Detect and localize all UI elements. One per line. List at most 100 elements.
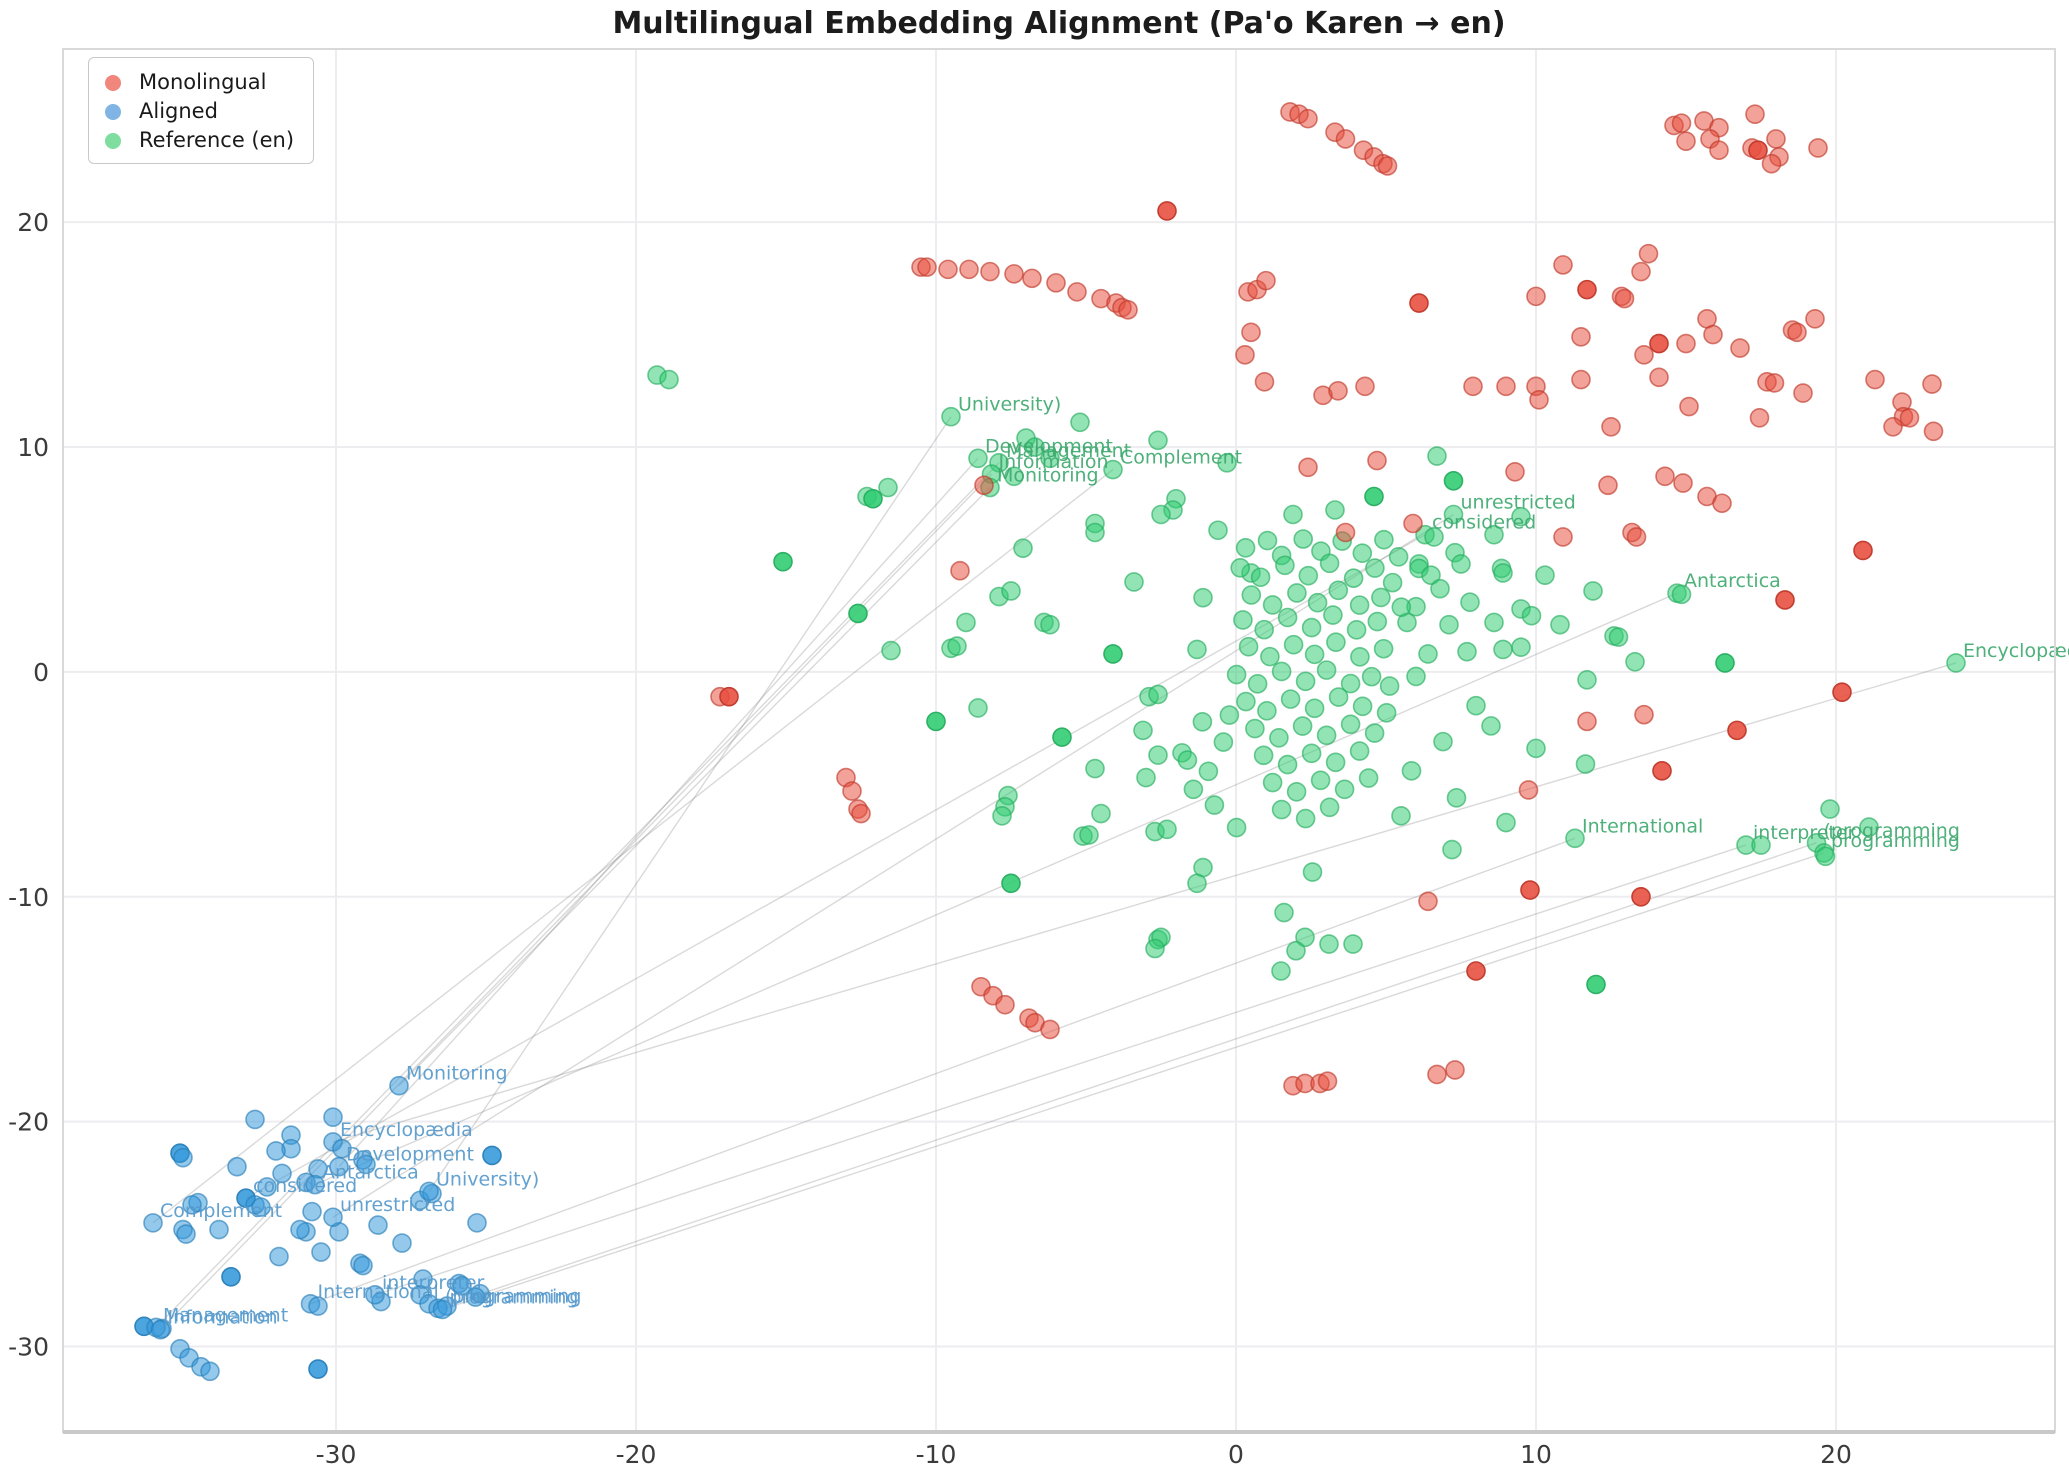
data-point-monolingual [1883, 416, 1903, 437]
point-label-reference: interpreter [1753, 822, 1856, 844]
data-point-reference-en [1193, 587, 1213, 608]
data-point-monolingual [1409, 293, 1429, 313]
data-point-reference-en [1235, 537, 1256, 558]
point-label-reference: Complement [1120, 447, 1242, 469]
data-point-aligned [200, 1361, 220, 1382]
alignment-line [310, 837, 1576, 1305]
data-point-reference-en [1457, 641, 1477, 662]
data-point-monolingual [1367, 450, 1387, 471]
data-point-reference-en [1496, 812, 1516, 833]
data-point-reference-en [1001, 581, 1021, 601]
data-point-monolingual [1793, 383, 1813, 403]
alignment-line [398, 487, 991, 1087]
point-label-aligned: Management [163, 1304, 288, 1326]
data-point-aligned [251, 1197, 271, 1217]
data-point-reference-en [1204, 795, 1225, 815]
data-point-reference-en [1302, 862, 1323, 882]
data-point-aligned [329, 1156, 349, 1177]
data-point-monolingual [980, 261, 1000, 282]
data-point-aligned [419, 1181, 439, 1202]
data-point-monolingual [1631, 261, 1651, 282]
data-point-aligned [368, 1215, 388, 1235]
data-point-reference-en [1493, 639, 1513, 660]
alignment-line [155, 462, 1000, 1328]
data-point-monolingual [1157, 201, 1177, 221]
data-point-aligned [311, 1242, 331, 1262]
data-point-reference-en [1859, 817, 1879, 837]
series-aligned [134, 1075, 502, 1382]
data-point-reference-en [1177, 750, 1198, 770]
data-point-reference-en [1287, 583, 1307, 603]
data-point-reference-en [1352, 543, 1373, 563]
point-label-reference: Information [999, 451, 1109, 473]
data-point-aligned [269, 1246, 289, 1267]
data-point-reference-en [878, 477, 898, 498]
data-point-monolingual [1335, 522, 1356, 543]
data-point-reference-en [1751, 835, 1771, 855]
data-point-reference-en [1295, 808, 1316, 829]
data-point-monolingual [1899, 407, 1920, 428]
point-label-aligned: Complement [160, 1200, 282, 1222]
data-point-aligned [266, 1141, 286, 1161]
data-point-monolingual [959, 259, 979, 280]
point-label-aligned: interpreter [382, 1272, 485, 1294]
data-point-reference-en [1586, 974, 1606, 995]
data-point-reference-en [1253, 745, 1274, 766]
data-point-monolingual [1235, 345, 1255, 365]
data-point-monolingual [1466, 961, 1486, 981]
point-label-reference: unrestricted [1461, 491, 1576, 513]
point-annotations: University)DevelopmentManagementInformat… [160, 394, 2069, 1329]
data-point-aligned [209, 1219, 229, 1240]
data-point-monolingual [1403, 513, 1423, 534]
data-point-aligned [227, 1156, 247, 1177]
data-point-aligned [182, 1195, 202, 1215]
data-point-reference-en [1004, 466, 1024, 487]
data-point-monolingual [917, 257, 937, 277]
data-point-reference-en [1298, 565, 1319, 586]
data-point-reference-en [1124, 572, 1144, 592]
point-label-reference: University) [958, 394, 1061, 416]
data-point-reference-en [1326, 632, 1346, 653]
data-point-reference-en [1388, 546, 1409, 567]
data-point-reference-en [1247, 674, 1268, 694]
data-point-reference-en [1260, 646, 1280, 667]
data-point-aligned [432, 1299, 453, 1320]
data-point-monolingual [1256, 270, 1276, 291]
data-point-reference-en [1304, 644, 1325, 665]
data-point-reference-en [1418, 644, 1438, 664]
data-point-reference-en [1608, 627, 1629, 647]
data-point-reference-en [1236, 691, 1256, 712]
data-point-reference-en [1343, 568, 1364, 588]
data-point-monolingual [995, 994, 1015, 1015]
alignment-line [314, 592, 1678, 1186]
data-point-reference-en [1241, 585, 1262, 605]
data-point-monolingual [1463, 376, 1483, 397]
data-point-reference-en [1233, 610, 1253, 630]
point-label-aligned: (programming [445, 1285, 581, 1307]
data-point-reference-en [1406, 666, 1426, 687]
data-point-monolingual [1335, 129, 1356, 149]
data-point-reference-en [1427, 446, 1447, 466]
point-label-aligned: Information [168, 1307, 278, 1329]
data-point-reference-en [881, 640, 901, 661]
data-point-reference-en [1364, 723, 1385, 743]
data-point-reference-en [1565, 828, 1585, 849]
alignment-line [437, 842, 1817, 1309]
x-tick-label: -30 [316, 1440, 357, 1469]
data-point-aligned [465, 1287, 486, 1307]
data-point-reference-en [1401, 761, 1422, 781]
data-point-monolingual [1652, 761, 1672, 781]
data-point-reference-en [1245, 718, 1265, 739]
y-tick-label: -10 [8, 883, 49, 912]
data-point-reference-en [1187, 639, 1207, 660]
data-point-reference-en [1133, 720, 1153, 741]
alignment-line [152, 468, 1114, 1224]
data-point-reference-en [1307, 592, 1328, 613]
data-point-aligned [467, 1213, 487, 1233]
data-point-aligned [302, 1201, 322, 1222]
data-point-monolingual [1631, 886, 1651, 907]
data-point-reference-en [968, 698, 988, 718]
data-point-reference-en [1250, 567, 1271, 588]
